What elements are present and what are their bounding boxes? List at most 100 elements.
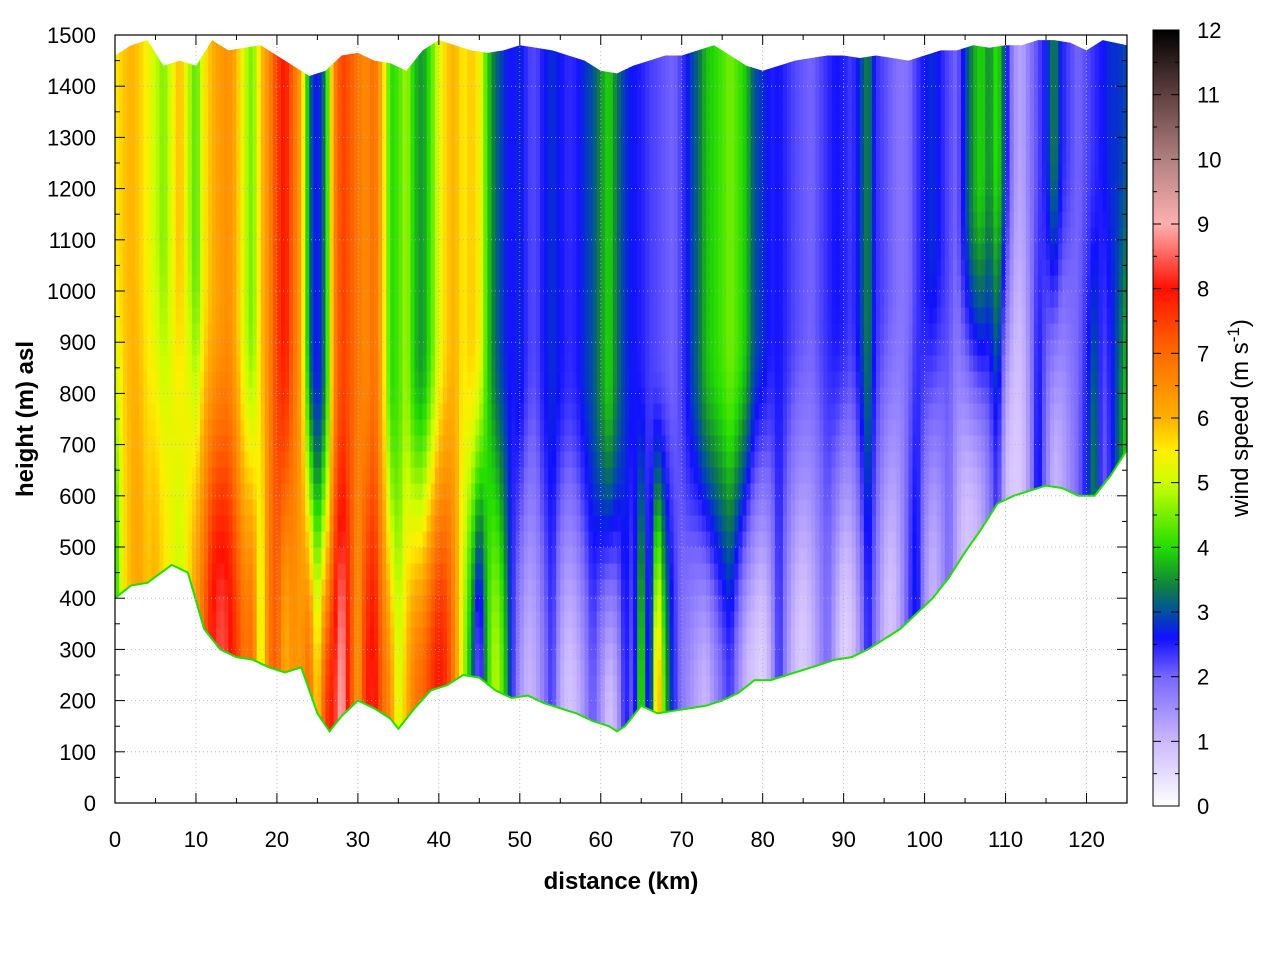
heatmap-cell <box>159 179 165 196</box>
heatmap-cell <box>394 211 399 228</box>
heatmap-cell <box>588 275 594 292</box>
heatmap-cell <box>123 99 128 116</box>
heatmap-cell <box>212 531 217 548</box>
heatmap-cell <box>321 579 327 596</box>
heatmap-cell <box>289 595 294 612</box>
heatmap-cell <box>236 323 242 340</box>
heatmap-cell <box>313 243 318 260</box>
heatmap-cell <box>220 179 225 196</box>
heatmap-cell <box>305 323 310 340</box>
heatmap-cell <box>519 243 525 260</box>
heatmap-cell <box>337 275 343 292</box>
heatmap-cell <box>426 67 432 84</box>
heatmap-cell <box>264 435 270 452</box>
heatmap-cell <box>240 563 246 580</box>
heatmap-cell <box>280 211 286 228</box>
heatmap-cell <box>123 195 128 212</box>
heatmap-cell <box>341 163 347 180</box>
heatmap-cell <box>252 227 258 244</box>
heatmap-cell <box>394 195 399 212</box>
heatmap-cell <box>572 211 578 228</box>
heatmap-cell <box>349 435 355 452</box>
heatmap-cell <box>475 355 480 372</box>
heatmap-cell <box>232 643 238 660</box>
heatmap-cell <box>576 595 582 612</box>
heatmap-cell <box>507 643 513 660</box>
heatmap-cell <box>548 659 553 676</box>
heatmap-cell <box>414 483 420 500</box>
heatmap-cell <box>313 611 318 628</box>
heatmap-cell <box>499 579 505 596</box>
heatmap-cell <box>187 403 193 420</box>
heatmap-cell <box>353 195 359 212</box>
heatmap-cell <box>564 99 569 116</box>
heatmap-cell <box>459 403 464 420</box>
heatmap-cell <box>446 179 452 196</box>
heatmap-cell <box>293 40 298 52</box>
heatmap-cell <box>179 243 185 260</box>
heatmap-cell <box>378 611 383 628</box>
heatmap-cell <box>426 483 432 500</box>
heatmap-cell <box>191 403 197 420</box>
heatmap-cell <box>301 611 306 628</box>
heatmap-cell <box>305 435 310 452</box>
heatmap-cell <box>580 51 586 68</box>
heatmap-cell <box>450 243 456 260</box>
heatmap-cell <box>572 323 578 340</box>
heatmap-cell <box>564 595 569 612</box>
heatmap-cell <box>309 467 314 484</box>
heatmap-cell <box>135 163 140 180</box>
heatmap-cell <box>204 355 209 372</box>
heatmap-cell <box>430 243 436 260</box>
heatmap-cell <box>540 403 545 420</box>
heatmap-cell <box>321 195 327 212</box>
heatmap-cell <box>183 547 189 564</box>
heatmap-cell <box>414 531 420 548</box>
heatmap-cell <box>147 371 153 388</box>
heatmap-cell <box>374 563 379 580</box>
heatmap-cell <box>353 131 359 148</box>
heatmap-cell <box>268 147 274 164</box>
heatmap-cell <box>515 499 521 516</box>
heatmap-cell <box>495 419 501 436</box>
heatmap-cell <box>212 451 217 468</box>
heatmap-cell <box>540 275 545 292</box>
heatmap-cell <box>398 595 404 612</box>
heatmap-cell <box>268 563 274 580</box>
heatmap-cell <box>123 227 128 244</box>
heatmap-cell <box>394 99 399 116</box>
heatmap-cell <box>515 83 521 100</box>
heatmap-cell <box>556 643 561 660</box>
heatmap-cell <box>527 323 533 340</box>
heatmap-cell <box>487 243 493 260</box>
heatmap-cell <box>179 131 185 148</box>
heatmap-cell <box>382 467 387 484</box>
heatmap-cell <box>289 40 294 52</box>
heatmap-cell <box>349 579 355 596</box>
heatmap-cell <box>175 451 181 468</box>
heatmap-cell <box>523 659 529 676</box>
heatmap-cell <box>455 691 460 708</box>
heatmap-cell <box>378 131 383 148</box>
heatmap-cell <box>455 179 460 196</box>
heatmap-cell <box>123 339 128 356</box>
heatmap-cell <box>410 371 416 388</box>
heatmap-cell <box>333 40 339 52</box>
heatmap-cell <box>487 259 493 276</box>
heatmap-cell <box>187 163 193 180</box>
heatmap-cell <box>556 227 561 244</box>
heatmap-cell <box>382 435 387 452</box>
heatmap-cell <box>119 243 124 260</box>
heatmap-cell <box>317 451 323 468</box>
heatmap-cell <box>479 595 484 612</box>
heatmap-cell <box>560 531 565 548</box>
heatmap-cell <box>390 403 395 420</box>
heatmap-cell <box>584 499 590 516</box>
heatmap-cell <box>260 611 266 628</box>
heatmap-cell <box>410 563 416 580</box>
heatmap-cell <box>276 275 282 292</box>
heatmap-cell <box>268 99 274 116</box>
heatmap-cell <box>600 515 606 532</box>
heatmap-cell <box>200 595 205 612</box>
heatmap-cell <box>171 83 177 100</box>
